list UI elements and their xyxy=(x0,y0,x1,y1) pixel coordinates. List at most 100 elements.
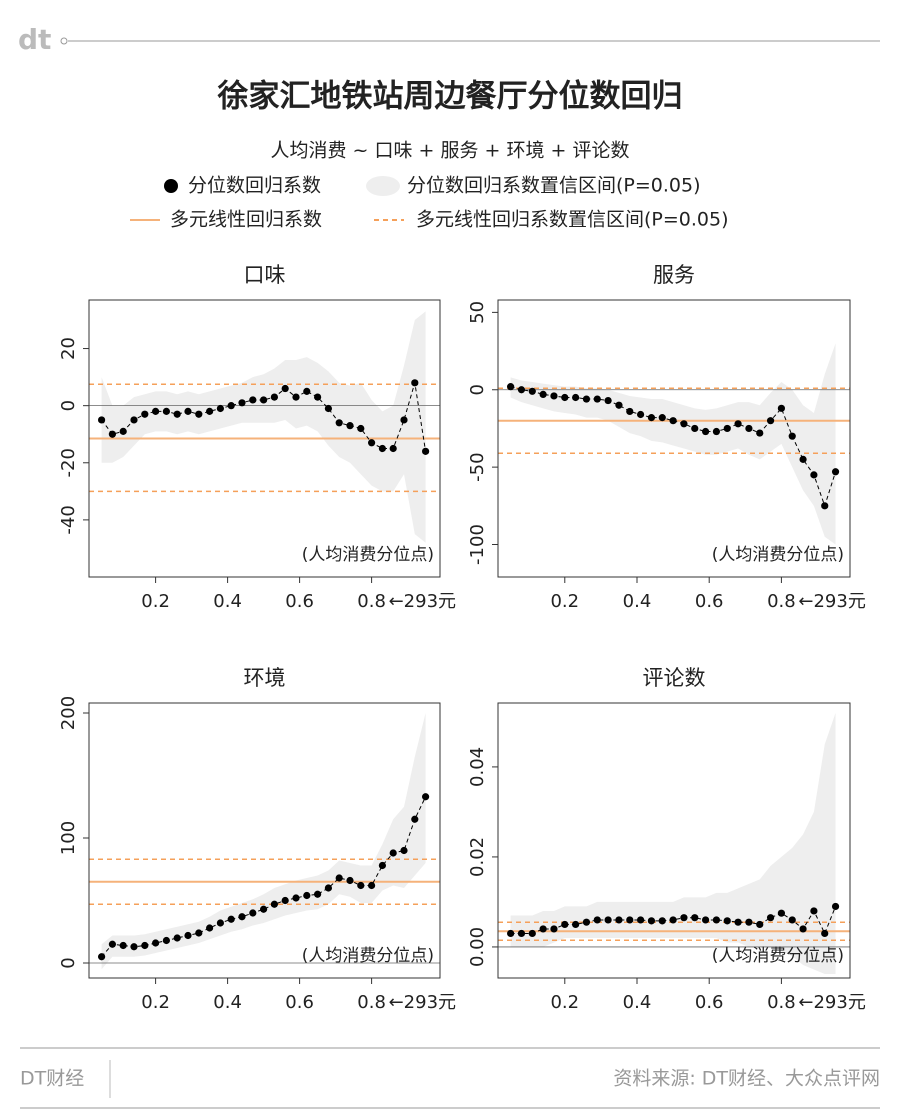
point xyxy=(152,939,160,947)
point xyxy=(98,416,106,424)
legend-swatch xyxy=(164,179,178,193)
y-tick-label: -100 xyxy=(467,524,488,565)
point xyxy=(173,410,181,418)
confidence-band xyxy=(510,712,836,974)
point xyxy=(517,386,526,394)
x-tick-label: 0.4 xyxy=(623,591,652,612)
point xyxy=(119,941,127,950)
legend-swatch xyxy=(366,176,400,196)
point xyxy=(626,916,634,924)
point xyxy=(701,427,710,436)
x-annotation: ←293元 xyxy=(798,591,865,612)
point xyxy=(550,925,558,933)
point xyxy=(108,940,116,948)
y-tick-label: -20 xyxy=(58,448,79,477)
point xyxy=(539,390,547,398)
point xyxy=(647,414,656,422)
point xyxy=(680,420,688,428)
y-tick-label: 0 xyxy=(58,957,79,968)
legend-label: 分位数回归系数置信区间(P=0.05) xyxy=(407,175,701,197)
point xyxy=(637,916,645,924)
point xyxy=(195,410,203,418)
y-tick-label: 50 xyxy=(467,301,488,324)
point xyxy=(206,924,214,932)
point xyxy=(680,914,688,922)
point xyxy=(821,502,829,510)
point xyxy=(777,909,786,917)
point xyxy=(281,896,289,905)
point xyxy=(238,913,246,921)
point xyxy=(691,424,699,433)
x-axis-label: (人均消费分位点) xyxy=(302,946,434,966)
x-tick-label: 0.4 xyxy=(213,992,242,1013)
point xyxy=(550,392,558,400)
brand: DT财经 xyxy=(20,1068,84,1090)
point xyxy=(658,917,666,925)
point xyxy=(810,907,818,915)
point xyxy=(799,455,807,463)
point xyxy=(227,402,235,410)
point xyxy=(130,416,138,424)
subtitle: 人均消费 ~ 口味 + 服务 + 环境 + 评论数 xyxy=(271,140,630,162)
point xyxy=(216,404,224,413)
point xyxy=(528,929,536,938)
confidence-band xyxy=(510,343,836,545)
y-tick-label: 0.04 xyxy=(467,747,488,787)
x-tick-label: 0.2 xyxy=(141,591,170,612)
y-tick-label: 200 xyxy=(58,696,79,730)
logo: dt xyxy=(18,23,51,56)
x-tick-label: 0.2 xyxy=(141,992,170,1013)
legend-label: 多元线性回归系数 xyxy=(170,209,322,231)
point xyxy=(766,914,775,922)
y-tick-label: 0 xyxy=(467,384,488,395)
point xyxy=(357,424,365,433)
point xyxy=(368,881,376,890)
plot-frame xyxy=(88,299,441,578)
point xyxy=(539,925,547,933)
point xyxy=(626,407,634,416)
point xyxy=(162,936,170,945)
point xyxy=(303,387,311,395)
point xyxy=(593,395,601,403)
point xyxy=(788,916,796,924)
plot-area xyxy=(89,311,440,543)
point xyxy=(411,815,419,823)
point xyxy=(756,429,764,437)
logo-dot xyxy=(60,37,68,45)
point xyxy=(141,941,149,950)
point xyxy=(582,918,591,926)
point xyxy=(561,393,569,402)
point xyxy=(572,393,580,402)
x-tick-label: 0.8 xyxy=(767,992,796,1013)
plot-frame xyxy=(497,299,851,578)
point xyxy=(422,793,430,801)
point xyxy=(400,416,408,424)
point xyxy=(400,846,408,855)
point xyxy=(831,902,840,911)
point xyxy=(561,920,569,929)
x-tick-label: 0.6 xyxy=(285,591,314,612)
point xyxy=(378,444,386,453)
source: 资料来源: DT财经、大众点评网 xyxy=(613,1068,880,1090)
point xyxy=(810,471,818,479)
x-tick-label: 0.6 xyxy=(695,992,724,1013)
point xyxy=(141,410,149,418)
x-tick-label: 0.2 xyxy=(550,591,579,612)
point xyxy=(647,917,656,925)
point xyxy=(389,444,397,453)
point xyxy=(831,468,840,476)
point xyxy=(723,917,731,925)
point xyxy=(368,439,376,447)
point xyxy=(130,943,138,951)
point xyxy=(346,422,354,430)
point xyxy=(745,918,753,926)
point xyxy=(734,420,742,428)
point xyxy=(799,925,807,933)
point xyxy=(378,861,386,870)
x-axis-label: (人均消费分位点) xyxy=(302,545,434,565)
legend-label: 分位数回归系数 xyxy=(188,175,321,197)
point xyxy=(658,414,666,422)
point xyxy=(593,916,601,924)
plot-frame xyxy=(497,702,851,979)
point xyxy=(184,407,192,415)
